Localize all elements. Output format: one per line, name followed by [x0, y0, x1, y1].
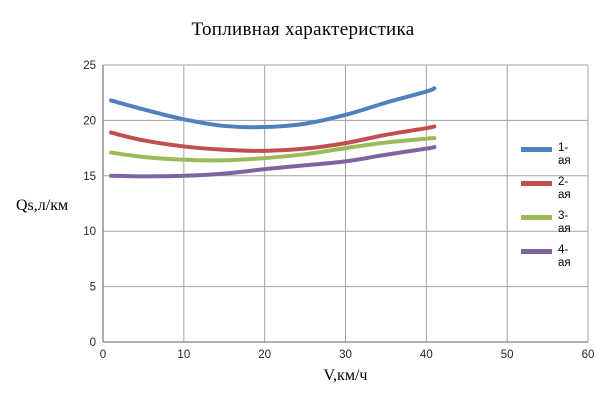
legend-label: 1- ая: [558, 142, 571, 167]
chart-title: Топливная характеристика: [191, 19, 415, 40]
legend-entry-1-ая: 1- ая: [521, 142, 571, 168]
legend-line-swatch: [521, 249, 552, 254]
y-tick-label: 25: [83, 60, 96, 72]
y-tick-label: 10: [83, 226, 96, 238]
series-line-1-ая: [109, 86, 437, 130]
y-tick-label: 5: [90, 282, 96, 294]
series-line-4-ая: [109, 144, 437, 179]
y-axis-title: Qs,л/км: [16, 197, 69, 214]
x-tick-label: 60: [582, 349, 595, 361]
legend-entry-3-ая: 3- ая: [521, 210, 571, 236]
y-tick-label: 0: [90, 337, 96, 349]
legend-line-swatch: [521, 181, 552, 186]
legend-label: 2- ая: [558, 176, 571, 201]
y-tick-label: 15: [83, 171, 96, 183]
x-tick-label: 30: [339, 349, 352, 361]
legend-line-swatch: [521, 147, 552, 152]
legend-label: 4- ая: [558, 244, 571, 269]
x-tick-label: 40: [420, 349, 433, 361]
series-line-2-ая: [109, 124, 437, 153]
legend: 1- ая 2- ая 3- ая 4- ая: [521, 142, 571, 278]
x-tick-label: 10: [177, 349, 190, 361]
series-line-3-ая: [109, 136, 437, 163]
x-tick-label: 0: [100, 349, 106, 361]
legend-label: 3- ая: [558, 210, 571, 235]
legend-entry-2-ая: 2- ая: [521, 176, 571, 202]
x-tick-label: 50: [501, 349, 514, 361]
x-tick-label: 20: [258, 349, 271, 361]
legend-entry-4-ая: 4- ая: [521, 244, 571, 270]
y-tick-label: 20: [83, 115, 96, 127]
legend-line-swatch: [521, 215, 552, 220]
x-axis-title: V,км/ч: [323, 367, 368, 384]
